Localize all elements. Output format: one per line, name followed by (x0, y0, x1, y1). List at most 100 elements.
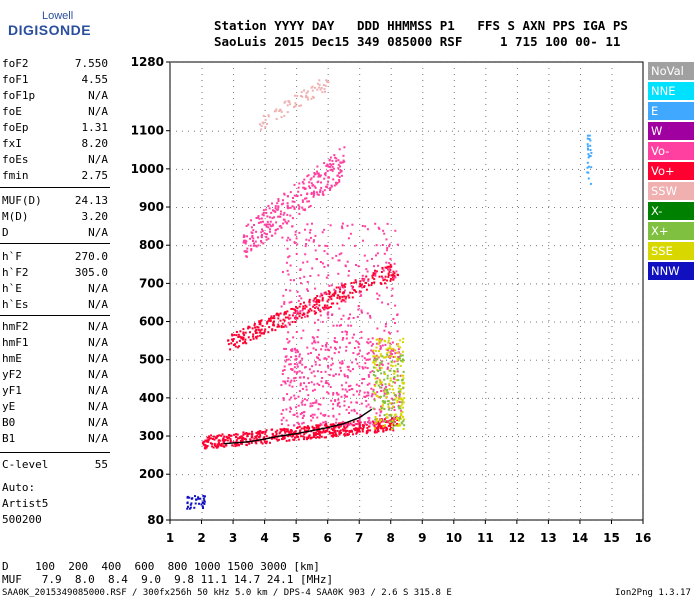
echo-point (319, 261, 322, 263)
echo-point (338, 405, 341, 408)
echo-point (276, 202, 279, 205)
echo-point (386, 279, 388, 282)
grid-dot (579, 488, 581, 489)
echo-point (301, 403, 304, 406)
echo-point (246, 247, 249, 250)
grid-dot (390, 176, 392, 177)
grid-dot (516, 176, 518, 177)
echo-point (393, 272, 396, 275)
echo-point (384, 325, 387, 328)
echo-point (387, 362, 390, 365)
grid-dot (230, 283, 231, 285)
grid-dot (218, 397, 219, 399)
grid-dot (579, 62, 581, 63)
grid-dot (194, 168, 195, 170)
echo-point (374, 360, 377, 363)
grid-dot (584, 520, 585, 521)
grid-dot (327, 248, 329, 249)
y-tick-label: 600 (139, 315, 164, 329)
grid-dot (440, 245, 441, 247)
grid-dot (359, 140, 361, 141)
echo-point (305, 438, 308, 441)
param-value: N/A (88, 320, 108, 333)
echo-point (287, 331, 290, 334)
grid-dot (643, 272, 644, 273)
grid-dot (578, 359, 579, 361)
grid-dot (194, 520, 195, 521)
echo-point (319, 308, 321, 311)
grid-dot (643, 92, 644, 93)
grid-dot (170, 326, 171, 327)
echo-point (383, 414, 386, 417)
grid-dot (212, 359, 213, 361)
echo-point (392, 278, 395, 281)
grid-dot (170, 464, 171, 465)
echo-point (358, 352, 360, 355)
grid-dot (643, 194, 644, 195)
grid-dot (390, 500, 392, 501)
grid-dot (170, 168, 171, 170)
echo-point (288, 301, 291, 304)
echo-point (284, 100, 287, 103)
echo-point (260, 332, 263, 335)
grid-dot (380, 359, 381, 361)
grid-dot (516, 476, 518, 477)
echo-point (367, 284, 370, 287)
grid-dot (201, 428, 203, 429)
grid-dot (296, 236, 298, 237)
echo-point (372, 349, 375, 352)
grid-dot (579, 512, 581, 513)
grid-dot (359, 170, 361, 171)
grid-dot (278, 245, 279, 247)
grid-dot (485, 98, 487, 99)
echo-point (282, 213, 285, 216)
echo-point (298, 355, 301, 358)
grid-dot (242, 474, 243, 476)
grid-dot (632, 62, 633, 63)
echo-point (307, 289, 309, 292)
grid-dot (516, 242, 518, 243)
echo-point (265, 429, 268, 432)
grid-dot (485, 314, 487, 315)
grid-dot (233, 452, 235, 453)
grid-dot (201, 272, 203, 273)
grid-dot (380, 130, 381, 132)
echo-point (335, 324, 338, 327)
echo-point (277, 313, 280, 316)
echo-point (341, 284, 344, 287)
grid-dot (359, 470, 361, 471)
grid-dot (579, 326, 581, 327)
grid-dot (500, 207, 501, 209)
grid-dot (264, 326, 266, 327)
grid-dot (266, 474, 267, 476)
echo-point (326, 252, 329, 255)
grid-dot (272, 359, 273, 361)
echo-point (389, 279, 392, 282)
grid-dot (264, 320, 266, 321)
echo-point (368, 375, 370, 378)
echo-point (321, 91, 324, 94)
grid-dot (453, 440, 455, 441)
grid-dot (453, 284, 455, 285)
echo-point (389, 352, 392, 355)
echo-point (386, 374, 389, 377)
grid-dot (392, 474, 393, 476)
grid-dot (458, 245, 459, 247)
echo-point (249, 331, 251, 334)
grid-dot (326, 130, 327, 132)
grid-dot (176, 359, 177, 361)
echo-point (258, 331, 261, 334)
grid-dot (284, 397, 285, 399)
echo-point (336, 393, 339, 396)
grid-dot (602, 520, 603, 521)
grid-dot (485, 62, 487, 63)
param-row-fof2: foF2 7.550 (2, 57, 108, 72)
echo-point (373, 357, 376, 359)
echo-point (353, 410, 356, 413)
echo-point (366, 312, 369, 315)
echo-point (386, 391, 389, 394)
x-tick-label: 5 (292, 531, 300, 545)
grid-dot (446, 397, 447, 399)
echo-point (367, 338, 370, 341)
echo-point (587, 177, 590, 180)
